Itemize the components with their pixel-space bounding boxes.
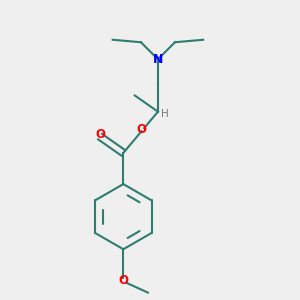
Text: O: O	[118, 274, 128, 287]
Text: N: N	[153, 53, 163, 66]
Text: H: H	[161, 109, 169, 119]
Text: O: O	[136, 123, 146, 136]
Text: O: O	[95, 128, 105, 142]
